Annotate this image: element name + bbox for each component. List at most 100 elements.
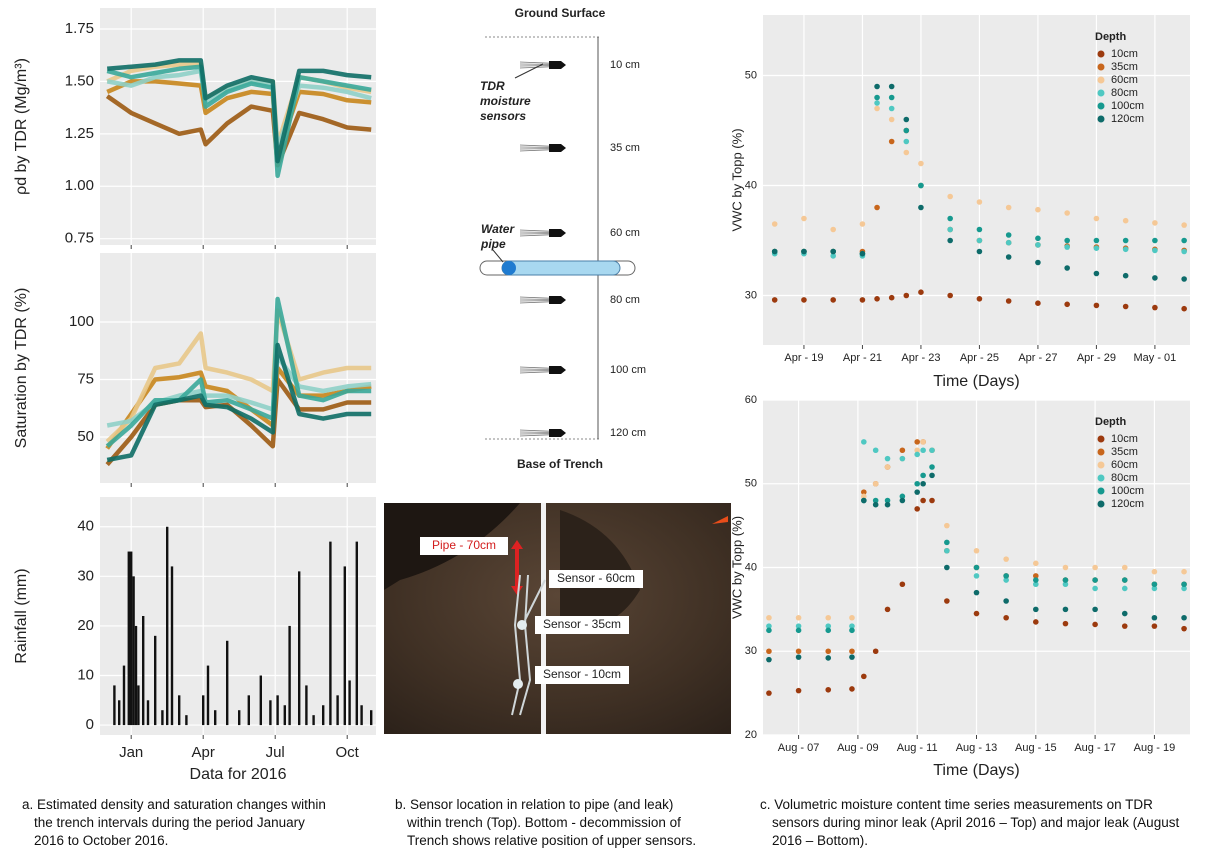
y-tick-label: 50 [77, 428, 94, 445]
data-point [920, 447, 926, 454]
data-point [888, 105, 895, 112]
data-point [859, 221, 866, 227]
depth-label: 35 cm [610, 142, 640, 154]
data-point [830, 248, 836, 255]
sensor-rod [519, 301, 550, 304]
data-point [976, 226, 983, 233]
data-point [1093, 270, 1100, 277]
data-point [1003, 577, 1009, 583]
y-tick-label: 1.50 [65, 72, 94, 89]
data-point [1033, 577, 1039, 583]
x-tick-label: Aug - 09 [837, 742, 879, 754]
bar [298, 571, 301, 726]
y-tick-label: 0 [86, 716, 94, 733]
caption-line: within trench (Top). Bottom - decommissi… [407, 815, 681, 830]
data-point [884, 464, 891, 470]
legend-marker [1097, 435, 1105, 443]
data-point [973, 547, 980, 554]
data-point [872, 501, 879, 508]
data-point [973, 564, 980, 571]
data-point [976, 237, 983, 244]
series-line [107, 58, 372, 164]
y-axis-label: Saturation by TDR (%) [13, 288, 30, 449]
sensor-rod [519, 66, 550, 69]
y-tick-label: 20 [77, 617, 94, 634]
chart: 0 10 20 30 40 Jan Apr Jul Oct Rainfall (mm) Data f… [13, 497, 376, 783]
sensor-icon [549, 144, 566, 152]
data-point [1005, 254, 1012, 260]
data-point [849, 623, 855, 629]
data-point [1151, 568, 1158, 575]
caption-line: b. Sensor location in relation to pipe (… [395, 797, 674, 812]
sensor-icon [549, 296, 566, 304]
data-point [1181, 625, 1187, 632]
data-point [1005, 232, 1012, 238]
data-point [1151, 623, 1158, 629]
y-tick-label: 50 [745, 478, 757, 490]
chart: 50 75 100 Saturation by TDR (%) [13, 253, 376, 487]
data-point [872, 497, 879, 504]
series-line [105, 94, 372, 168]
bar [276, 695, 279, 726]
data-point [920, 472, 926, 479]
y-tick-label: 30 [745, 645, 757, 657]
x-tick-label: Apr [192, 744, 215, 761]
data-point [849, 686, 855, 692]
data-point [929, 472, 935, 479]
data-point [903, 292, 910, 299]
data-point [766, 614, 772, 621]
data-point [872, 648, 879, 655]
data-point [874, 204, 880, 211]
bar [305, 685, 308, 726]
legend-label: 10cm [1111, 433, 1138, 445]
trench-photo: Pipe - 70cm Sensor - 60cm Sensor - 35cm … [384, 503, 731, 734]
data-point [1062, 606, 1069, 613]
data-point [1152, 304, 1158, 311]
data-point [1005, 239, 1012, 246]
data-point [1064, 244, 1070, 250]
data-point [859, 250, 866, 257]
x-axis-label: Data for 2016 [190, 766, 287, 783]
x-tick-label: Aug - 19 [1134, 742, 1176, 754]
y-axis-label: Rainfall (mm) [13, 568, 30, 663]
x-tick-label: Apr - 25 [960, 352, 999, 364]
data-point [1181, 305, 1187, 312]
data-point [861, 497, 867, 504]
bar [142, 616, 145, 726]
data-point [771, 297, 778, 303]
data-point [830, 297, 836, 303]
data-point [944, 539, 950, 546]
data-point [929, 497, 935, 504]
tdr-pointer [514, 63, 544, 79]
data-point [976, 199, 983, 205]
x-tick-label: Aug - 13 [956, 742, 998, 754]
data-point [914, 506, 920, 512]
x-tick-label: Oct [336, 744, 360, 761]
bar [343, 566, 346, 726]
y-tick-label: 75 [77, 370, 94, 387]
caption-line: sensors during minor leak (April 2016 – … [772, 815, 1180, 830]
legend-label: 35cm [1111, 446, 1138, 458]
data-point [861, 489, 867, 495]
legend-marker [1097, 102, 1105, 110]
data-point [888, 116, 895, 123]
legend-marker [1097, 500, 1105, 508]
data-point [830, 253, 836, 259]
data-point [795, 623, 802, 629]
data-point [801, 248, 807, 255]
data-point [825, 686, 832, 693]
legend-label: 100cm [1111, 485, 1144, 497]
data-point [884, 501, 891, 508]
data-point [914, 451, 920, 458]
data-point [914, 480, 920, 487]
data-point [1181, 581, 1187, 588]
data-point [944, 598, 950, 604]
data-point [920, 480, 926, 487]
data-point [888, 294, 895, 301]
data-point [825, 627, 832, 634]
y-tick-label: 40 [77, 518, 94, 535]
bar [360, 705, 363, 726]
data-point [976, 248, 983, 255]
data-point [766, 690, 772, 696]
